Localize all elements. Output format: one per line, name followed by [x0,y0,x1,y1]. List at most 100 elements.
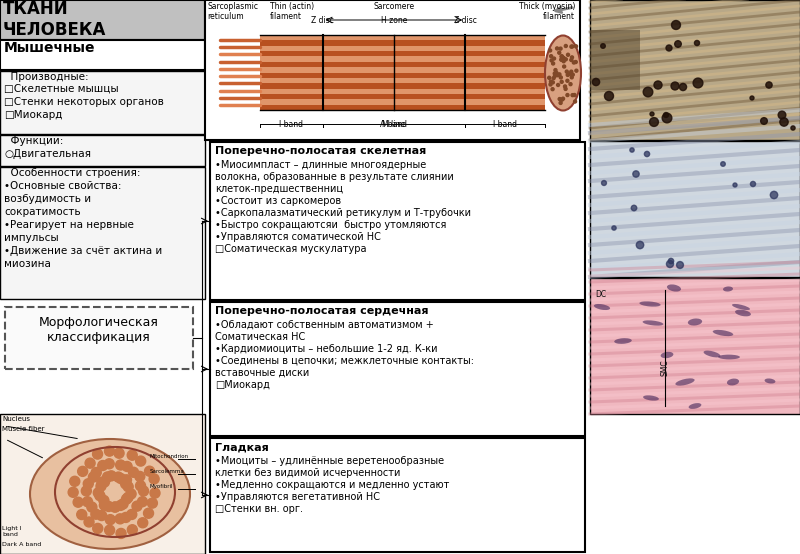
Text: ТКАНИ
ЧЕЛОВЕКА: ТКАНИ ЧЕЛОВЕКА [3,0,106,39]
Circle shape [99,477,110,487]
Text: импульсы: импульсы [4,233,58,243]
Circle shape [553,57,555,60]
Circle shape [564,44,567,48]
Circle shape [570,45,573,48]
FancyBboxPatch shape [590,141,800,277]
Circle shape [573,94,576,96]
Circle shape [761,117,767,124]
Circle shape [559,101,562,104]
FancyBboxPatch shape [0,71,205,134]
Circle shape [123,482,133,492]
Circle shape [671,20,681,29]
Circle shape [85,458,95,468]
Text: H zone: H zone [381,16,407,25]
Circle shape [132,501,142,511]
Circle shape [138,497,147,507]
Ellipse shape [765,378,775,383]
Circle shape [562,97,565,100]
Circle shape [145,466,154,476]
Circle shape [105,525,114,535]
Circle shape [791,126,795,130]
Circle shape [733,183,737,187]
Text: Dark A band: Dark A band [2,542,42,547]
Circle shape [73,497,83,507]
Circle shape [778,111,786,119]
Text: Myofibril: Myofibril [150,484,174,489]
Circle shape [104,501,114,511]
Ellipse shape [643,396,659,401]
Circle shape [121,479,130,489]
Text: Мышечные: Мышечные [4,41,95,55]
Ellipse shape [718,355,740,360]
Text: □Миокард: □Миокард [215,380,270,390]
Text: •Движение за счёт актина и: •Движение за счёт актина и [4,246,162,256]
Circle shape [550,80,553,83]
Circle shape [91,509,101,519]
Circle shape [99,500,110,510]
Circle shape [671,82,679,90]
Circle shape [135,471,145,481]
Ellipse shape [594,304,610,310]
Ellipse shape [732,304,750,310]
Text: •Основные свойства:: •Основные свойства: [4,181,122,191]
Circle shape [663,112,669,117]
Circle shape [127,525,138,535]
Circle shape [554,69,557,71]
Circle shape [84,517,94,527]
Circle shape [95,491,105,501]
Circle shape [570,76,574,79]
Text: □Скелетные мышцы: □Скелетные мышцы [4,84,118,94]
Circle shape [82,497,93,507]
Circle shape [548,76,550,79]
Bar [260,89,545,94]
Bar [260,94,545,99]
Circle shape [104,459,114,469]
Text: Thick (myosin)
filament: Thick (myosin) filament [518,2,575,22]
Circle shape [98,460,108,470]
Circle shape [123,493,133,502]
Text: Поперечно-полосатая сердечная: Поперечно-полосатая сердечная [215,306,429,316]
Circle shape [135,481,146,491]
Circle shape [555,73,558,76]
Ellipse shape [713,330,734,336]
Circle shape [93,449,102,459]
Circle shape [650,112,654,116]
Text: •Миосимпласт – длинные многоядерные: •Миосимпласт – длинные многоядерные [215,160,426,170]
Circle shape [136,456,146,466]
Circle shape [556,74,559,76]
FancyBboxPatch shape [0,40,205,70]
Text: Muscle fiber: Muscle fiber [2,426,45,432]
Bar [260,67,545,73]
Text: DC: DC [595,290,606,299]
Text: Гладкая: Гладкая [215,442,269,452]
Bar [260,99,545,105]
Circle shape [574,60,578,64]
Circle shape [662,113,672,123]
Text: волокна, образованные в результате слиянии: волокна, образованные в результате слиян… [215,172,454,182]
Circle shape [150,488,160,498]
Circle shape [105,446,114,456]
Text: Поперечно-полосатая скелетная: Поперечно-полосатая скелетная [215,146,426,156]
Text: •Управляются соматической НС: •Управляются соматической НС [215,232,381,242]
Circle shape [138,486,149,496]
FancyBboxPatch shape [0,135,205,166]
Ellipse shape [689,403,702,409]
Circle shape [571,94,574,96]
Circle shape [636,242,644,249]
FancyBboxPatch shape [210,142,585,300]
Circle shape [93,524,102,534]
Text: клеток-предшественниц: клеток-предшественниц [215,184,343,194]
Text: Особенности строения:: Особенности строения: [4,168,141,178]
Text: Sarcoplasmic
reticulum: Sarcoplasmic reticulum [207,2,258,22]
Circle shape [550,55,553,58]
Text: Z disc: Z disc [454,16,477,25]
Circle shape [83,479,94,489]
Circle shape [129,467,138,477]
Circle shape [106,471,116,481]
Circle shape [110,502,120,512]
Circle shape [88,472,98,482]
Circle shape [562,60,565,63]
Text: •Быстро сокращаютсяи  быстро утомляются: •Быстро сокращаютсяи быстро утомляются [215,220,446,230]
Circle shape [574,45,578,48]
Text: Производные:: Производные: [4,72,89,82]
